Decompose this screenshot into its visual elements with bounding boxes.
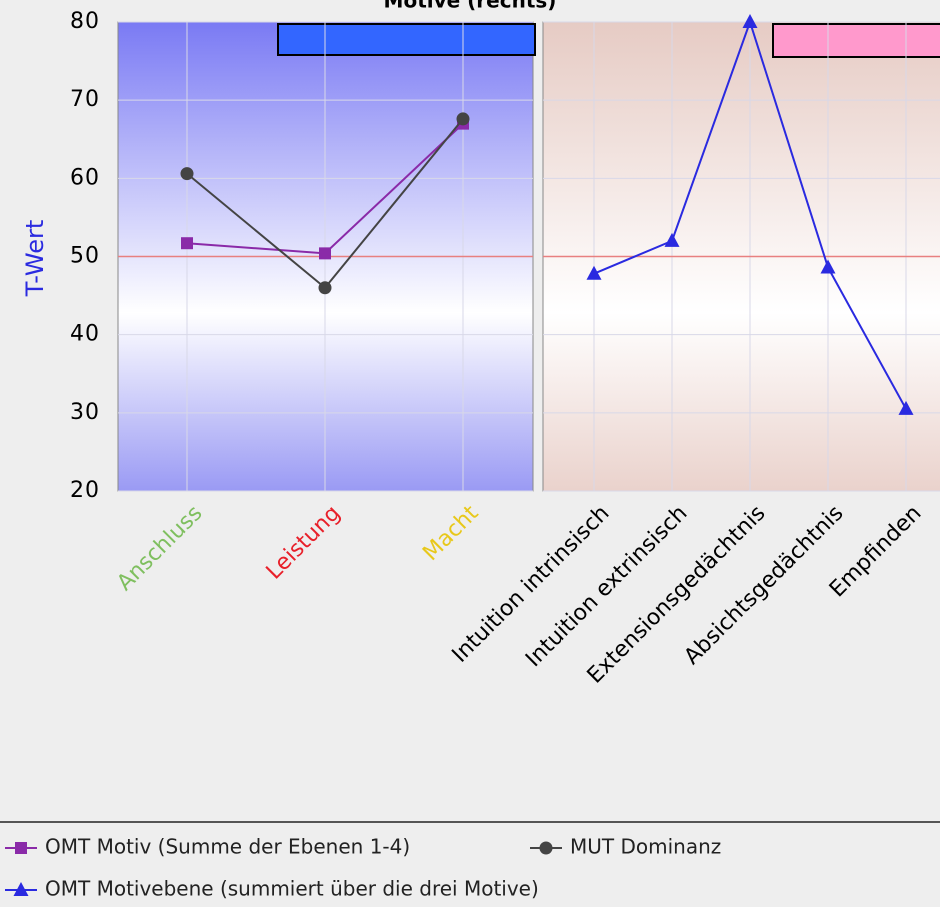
y-tick-label: 80: [70, 9, 100, 34]
legend-label: MUT Dominanz: [570, 835, 721, 859]
legend-label: OMT Motiv (Summe der Ebenen 1-4): [45, 835, 410, 859]
point: [318, 281, 332, 295]
y-axis-label: T-Wert: [21, 220, 49, 298]
point: [456, 112, 470, 126]
decor-bar: [772, 23, 940, 58]
point: [898, 400, 914, 415]
legend-marker: [13, 882, 29, 896]
point: [664, 232, 680, 247]
x-tick-label: Absichtsgedächtnis: [680, 501, 849, 670]
point: [820, 259, 836, 274]
chart-title: Motive (rechts): [384, 0, 557, 13]
x-tick-label: Macht: [418, 501, 483, 566]
point: [180, 167, 194, 181]
point: [319, 247, 331, 260]
y-tick-label: 30: [70, 400, 100, 425]
x-tick-label: Leistung: [262, 501, 346, 585]
y-tick-label: 40: [70, 322, 100, 347]
y-tick-label: 70: [70, 87, 100, 112]
y-tick-label: 20: [70, 478, 100, 503]
x-tick-label: Anschluss: [112, 501, 207, 596]
decor-bar: [277, 23, 536, 56]
legend-marker: [539, 841, 553, 855]
point: [742, 14, 758, 28]
y-tick-label: 50: [70, 244, 100, 269]
point: [181, 237, 193, 250]
legend-marker: [15, 842, 27, 854]
point: [586, 265, 602, 280]
y-tick-label: 60: [70, 165, 100, 190]
legend-label: OMT Motivebene (summiert über die drei M…: [45, 877, 539, 901]
